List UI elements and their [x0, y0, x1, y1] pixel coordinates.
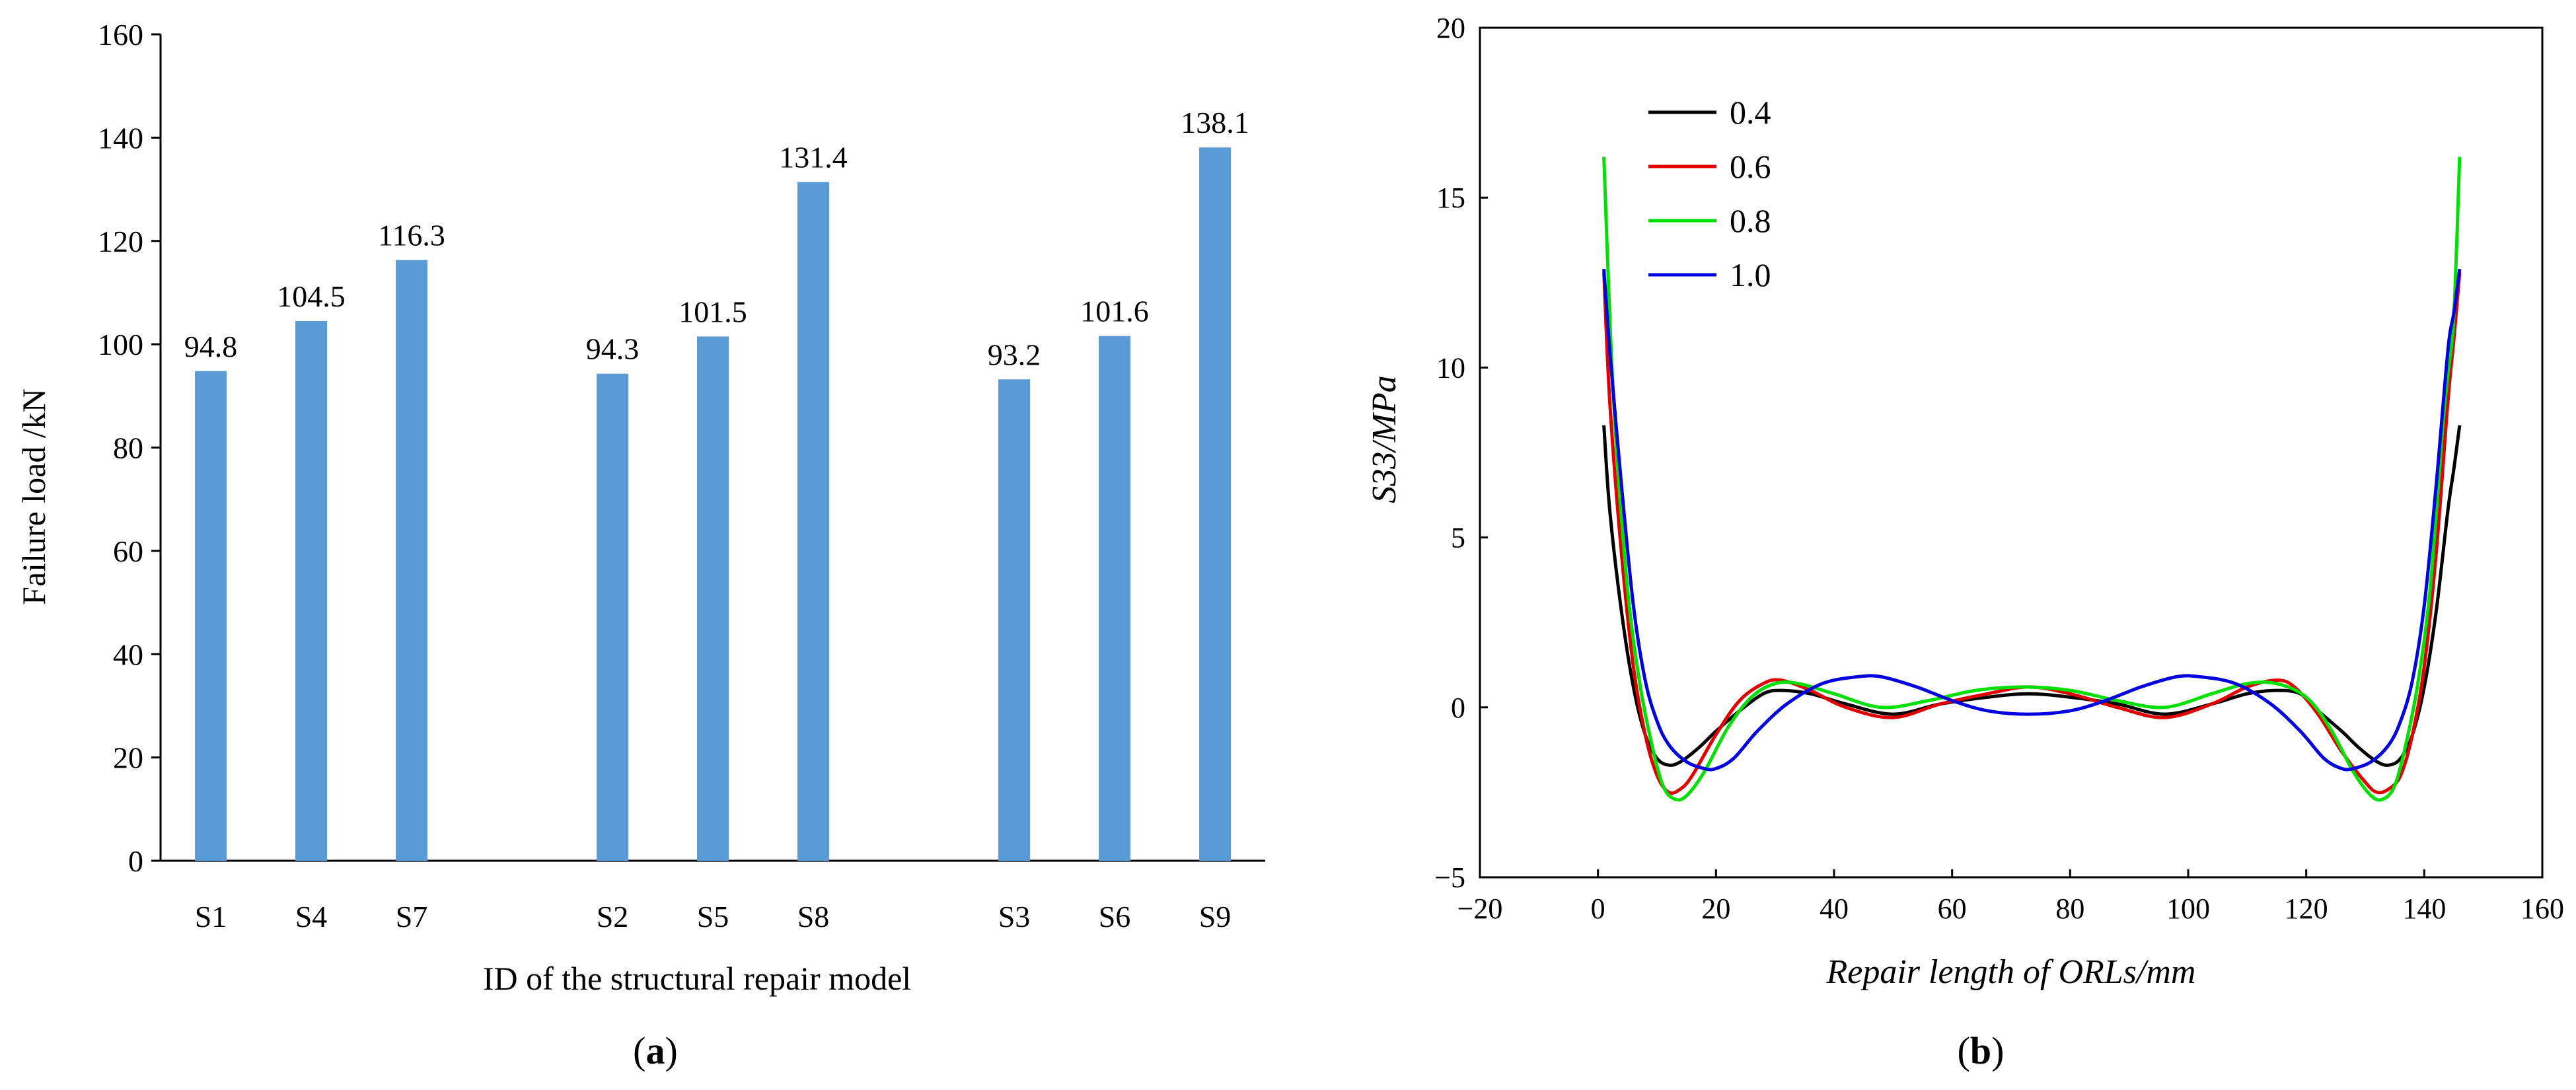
line-chart-panel-b: S33/MPa Repair length of ORLs/mm −20 0 20 4…	[1366, 12, 2564, 1072]
data-label-s4: 104.5	[277, 279, 346, 313]
data-label-s8: 131.4	[779, 141, 848, 174]
x-tick-label-s8: S8	[797, 900, 830, 933]
y-tick-label-a: 120	[98, 225, 143, 258]
x-axis-label-b: Repair length of ORLs/mm	[1826, 953, 2196, 991]
x-tick-label-b: 80	[2055, 892, 2084, 925]
x-tick-label-s4: S4	[295, 900, 328, 933]
x-tick-label-b: 120	[2285, 892, 2328, 925]
data-label-s7: 116.3	[378, 219, 445, 252]
series-line-0-8	[1602, 157, 2462, 802]
bar-s4	[295, 320, 327, 861]
panel-label-a: (a)	[633, 1029, 678, 1072]
data-label-s3: 93.2	[988, 338, 1041, 371]
data-label-s2: 94.3	[586, 332, 640, 366]
data-label-s6: 101.6	[1080, 295, 1149, 328]
legend-label-1-0: 1.0	[1730, 256, 1771, 293]
bar-s5	[697, 336, 729, 861]
x-tick-label-b: 100	[2166, 892, 2210, 925]
y-tick-label-a: 80	[113, 431, 143, 465]
panel-label-letter: a	[646, 1029, 665, 1072]
y-tick-label-a: 20	[113, 741, 143, 775]
x-tick-label-s5: S5	[697, 900, 729, 933]
x-tick-label-b: 60	[1938, 892, 1967, 925]
panel-label-open-paren: (	[633, 1029, 645, 1072]
data-label-s1: 94.8	[184, 330, 238, 363]
x-tick-label-s7: S7	[396, 900, 428, 933]
x-tick-label-s9: S9	[1199, 900, 1232, 933]
x-tick-label-b: 160	[2521, 892, 2564, 925]
panel-label-close-paren: )	[1991, 1029, 2004, 1072]
y-tick-label-b: −5	[1434, 861, 1465, 894]
y-tick-label-a: 160	[98, 18, 143, 52]
y-axis-label-a: Failure load /kN	[15, 388, 52, 605]
x-tick-label-s6: S6	[1099, 900, 1131, 933]
y-tick-label-a: 0	[128, 844, 143, 878]
bar-s9	[1199, 147, 1231, 861]
y-tick-label-b: 0	[1451, 692, 1465, 724]
y-tick-label-b: 15	[1436, 182, 1465, 214]
bar-marks-a: 0 20 40 60 80 100 120 140 160 94.8 S1 104.5 S4 116.3 S…	[98, 18, 1265, 933]
y-tick-label-a: 60	[113, 534, 143, 568]
x-tick-label-s3: S3	[998, 900, 1031, 933]
x-tick-label-b: 40	[1820, 892, 1849, 925]
legend-label-0-8: 0.8	[1730, 202, 1771, 239]
x-tick-label-s2: S2	[597, 900, 629, 933]
y-tick-label-b: 20	[1436, 12, 1465, 44]
bar-chart-panel-a: Failure load /kN ID of the structural re…	[15, 18, 1265, 1072]
bar-s7	[396, 260, 427, 861]
line-marks-b: −20 0 20 40 60 80 100 120 140 160 −5 0 5 10 15 20 0.4 0.6…	[1434, 12, 2564, 925]
legend-label-0-4: 0.4	[1730, 94, 1771, 131]
x-tick-label-b: 20	[1701, 892, 1730, 925]
y-tick-label-b: 10	[1436, 351, 1465, 384]
x-tick-label-b: −20	[1457, 892, 1503, 925]
bar-s1	[195, 371, 227, 861]
y-tick-label-a: 140	[98, 121, 143, 155]
x-axis-label-a: ID of the structural repair model	[483, 960, 911, 997]
plot-frame-b	[1479, 26, 2544, 879]
panel-label-b: (b)	[1958, 1029, 2005, 1072]
data-label-s5: 101.5	[679, 295, 747, 328]
bar-s8	[797, 182, 829, 861]
bar-s6	[1099, 336, 1130, 861]
y-tick-label-b: 5	[1451, 522, 1465, 554]
legend-label-0-6: 0.6	[1730, 148, 1771, 185]
panel-label-open-paren: (	[1958, 1029, 1970, 1072]
y-axis-label-b: S33/MPa	[1366, 375, 1403, 503]
bar-s2	[597, 373, 628, 861]
bar-s3	[998, 379, 1030, 861]
x-tick-label-s1: S1	[195, 900, 227, 933]
data-label-s9: 138.1	[1181, 106, 1249, 139]
y-tick-label-a: 40	[113, 637, 143, 671]
x-tick-label-b: 140	[2402, 892, 2446, 925]
panel-label-letter: b	[1970, 1029, 1991, 1072]
series-line-1-0	[1602, 268, 2462, 772]
x-tick-label-b: 0	[1591, 892, 1605, 925]
panel-label-close-paren: )	[665, 1029, 678, 1072]
y-tick-label-a: 100	[98, 328, 143, 361]
